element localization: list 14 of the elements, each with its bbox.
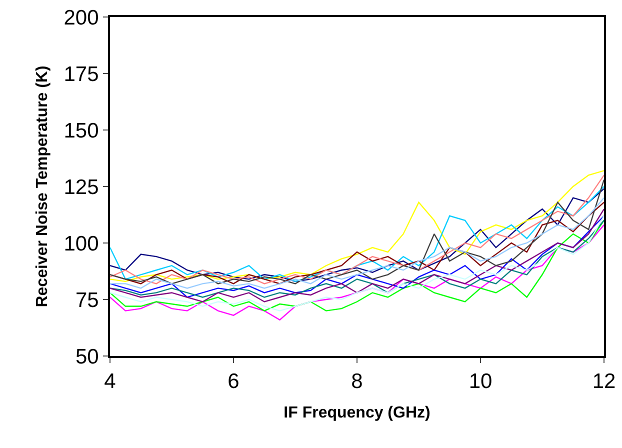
y-axis-title: Receiver Noise Temperature (K) [34,66,52,308]
y-tick-label: 150 [64,119,99,142]
y-tick-label: 50 [75,345,99,368]
x-tick-label: 6 [228,370,240,394]
x-tick-label: 10 [468,370,492,394]
x-tick-label: 12 [592,370,616,394]
y-tick-label: 175 [64,62,99,86]
y-tick-label: 75 [75,288,99,312]
y-tick-label: 100 [64,232,99,256]
x-tick-label: 4 [104,370,116,394]
x-axis-title: IF Frequency (GHz) [284,404,430,422]
y-tick-label: 200 [64,6,99,30]
x-tick-label: 8 [351,370,363,394]
y-tick-label: 125 [64,176,99,199]
